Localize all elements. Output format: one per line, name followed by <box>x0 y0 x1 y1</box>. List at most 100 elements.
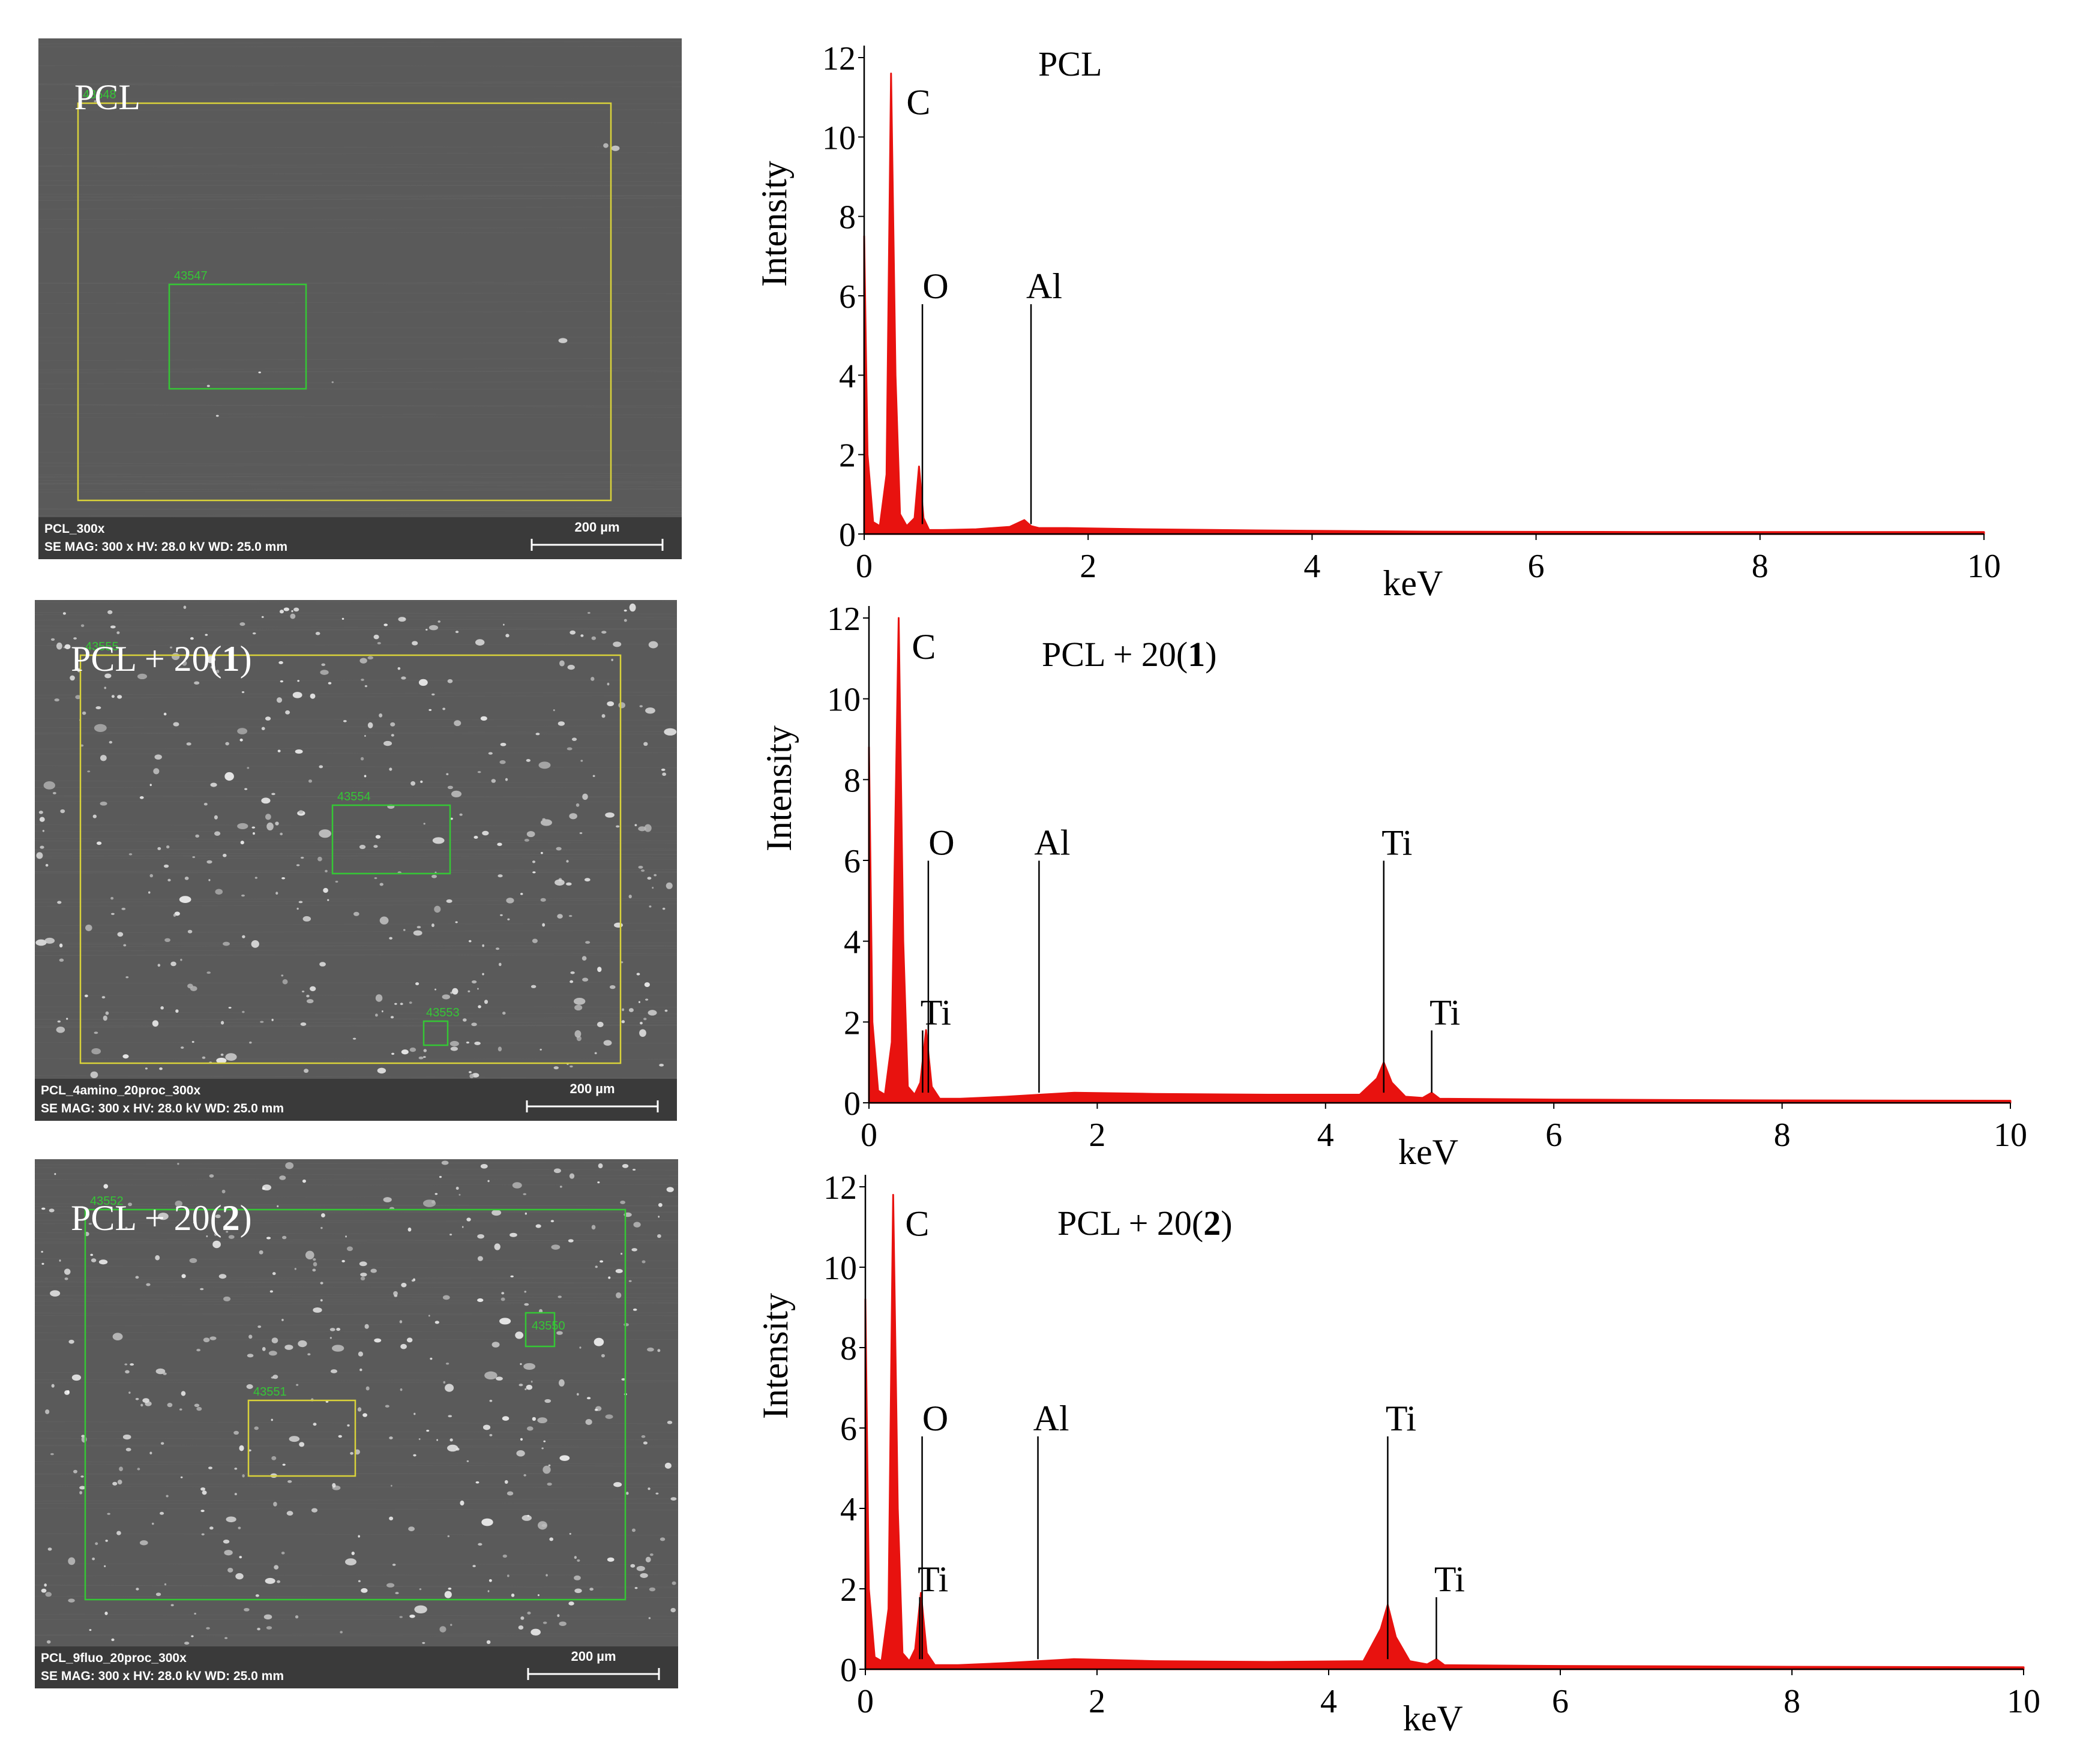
sem-scan-line <box>34 725 678 728</box>
sem-info-bar <box>38 517 682 559</box>
sem-background <box>35 1159 678 1688</box>
sem-scan-line <box>34 854 678 857</box>
sem-particle <box>291 610 293 613</box>
sem-particle <box>423 1049 427 1052</box>
sem-particle <box>570 630 576 635</box>
sem-particle <box>622 1163 629 1168</box>
sem-particle <box>160 1511 164 1515</box>
y-tick-label: 0 <box>840 1652 857 1689</box>
sem-particle <box>122 1054 129 1059</box>
sem-particle <box>338 1435 342 1438</box>
y-tick-label: 12 <box>822 40 856 77</box>
sem-sample-label: PCL + 20(1) <box>71 639 252 679</box>
x-tick-label: 2 <box>1089 1117 1105 1154</box>
sem-particle <box>444 1591 452 1598</box>
sem-scan-line <box>34 1293 679 1296</box>
sem-particle <box>160 1442 164 1445</box>
sem-scan-line <box>38 475 682 478</box>
sem-particle <box>525 1388 527 1390</box>
sem-particle <box>442 707 446 710</box>
y-tick-label: 12 <box>823 1169 857 1207</box>
sem-scan-line <box>34 765 678 768</box>
sem-particle <box>574 1004 583 1011</box>
sem-particle <box>636 973 640 976</box>
sem-particle <box>373 845 378 848</box>
sem-particle <box>437 620 441 623</box>
sem-particle <box>163 864 169 868</box>
sem-particle <box>502 1416 509 1421</box>
sem-particle <box>117 932 124 937</box>
sem-particle <box>526 831 535 838</box>
sem-particle <box>645 998 649 1001</box>
sem-scan-line <box>34 853 678 855</box>
sem-particle <box>189 1258 197 1264</box>
sem-scan-line <box>34 731 678 734</box>
sem-particle <box>475 1481 479 1484</box>
sem-scan-line <box>34 929 678 934</box>
sem-particle <box>175 1009 179 1013</box>
sem-particle <box>588 611 591 614</box>
sem-particle <box>499 962 502 967</box>
sem-particle <box>341 1259 345 1262</box>
sem-scan-line <box>38 292 682 295</box>
sem-scan-line <box>34 854 678 858</box>
peak-label: O <box>928 823 954 863</box>
sem-particle <box>582 977 589 982</box>
sem-particle <box>54 1173 56 1175</box>
x-tick-label: 2 <box>1089 1683 1105 1720</box>
sem-particle <box>282 979 288 985</box>
sem-particle <box>400 1003 403 1006</box>
sem-particle <box>576 803 580 807</box>
sem-particle <box>111 913 115 915</box>
sem-particle <box>239 1556 242 1559</box>
sem-particle <box>71 1374 82 1381</box>
sem-particle <box>431 874 437 878</box>
sem-particle <box>266 1237 271 1240</box>
sem-particle <box>182 660 187 666</box>
sem-particle <box>228 1235 235 1239</box>
region-id: 43552 <box>90 1195 124 1208</box>
sem-particle <box>527 1514 529 1517</box>
sem-scan-line <box>34 1444 679 1447</box>
sem-particle <box>569 1532 571 1535</box>
sem-particle <box>196 1348 201 1352</box>
sem-particle <box>111 1638 115 1642</box>
sem-scan-line <box>38 227 682 229</box>
sem-particle <box>279 610 284 614</box>
sem-particle <box>559 1621 567 1626</box>
sem-particle <box>191 1040 194 1043</box>
sem-particle <box>475 639 485 646</box>
sem-particle <box>274 1565 279 1570</box>
sem-particle <box>269 1290 273 1293</box>
peak-label: Ti <box>1386 1399 1416 1438</box>
sem-particle <box>206 971 211 974</box>
sem-scan-line <box>34 1330 679 1333</box>
sem-particle <box>191 1635 194 1637</box>
sem-particle <box>607 1557 615 1562</box>
sem-particle <box>640 1021 643 1025</box>
sem-particle <box>44 937 55 944</box>
sem-particle <box>551 1244 561 1250</box>
sem-particle <box>574 1556 577 1559</box>
sem-particle <box>524 1303 529 1306</box>
sem-particle <box>491 1342 500 1348</box>
sem-particle <box>649 905 652 908</box>
sem-particle <box>601 714 606 718</box>
sem-scan-line <box>38 197 682 202</box>
sem-particle <box>559 1455 570 1461</box>
sem-particle <box>441 1160 449 1165</box>
sem-scan-line <box>34 1461 679 1465</box>
sem-particle <box>525 1212 527 1215</box>
sem-particle <box>319 962 326 967</box>
sem-particle <box>128 1391 131 1394</box>
sem-scan-line <box>38 473 682 475</box>
sem-particle <box>592 775 595 777</box>
sem-particle <box>357 1407 362 1412</box>
sem-particle <box>574 1575 581 1580</box>
y-tick-label: 2 <box>844 1004 861 1042</box>
sem-particle <box>186 742 191 746</box>
sem-scan-line <box>34 1232 679 1235</box>
sem-parameters: SE MAG: 300 x HV: 28.0 kV WD: 25.0 mm <box>41 1669 284 1683</box>
sem-particle <box>347 1424 350 1427</box>
sem-particle <box>112 1333 123 1340</box>
